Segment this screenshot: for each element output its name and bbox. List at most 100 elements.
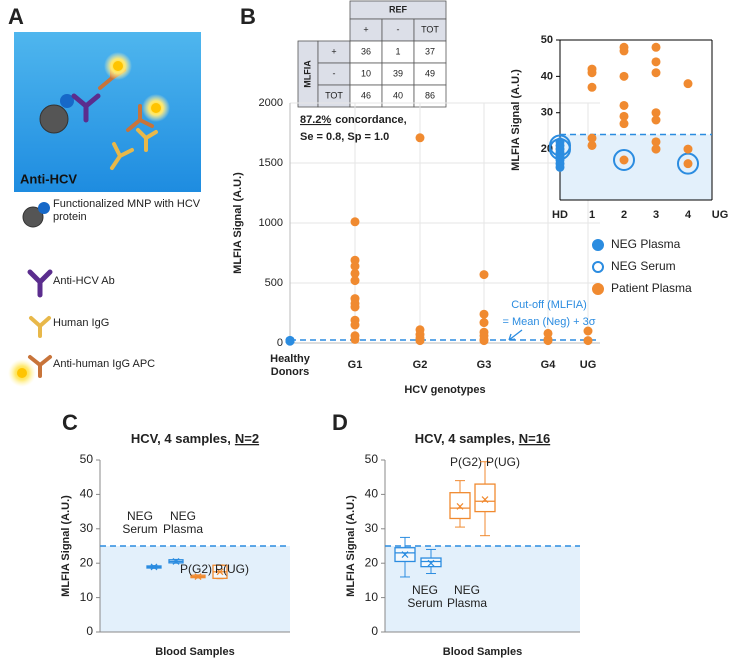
below-cutoff-region: [385, 546, 580, 632]
y-axis-label: MLFIA Signal (A.U.): [232, 172, 244, 274]
table-row-header: +: [331, 46, 336, 56]
chart-title-text: HCV, 4 samples,: [131, 431, 231, 446]
box-label-box: P(UG): [486, 456, 520, 469]
point: [587, 82, 597, 92]
point: [651, 115, 661, 125]
point: [415, 336, 425, 346]
legend-text: Anti-human IgG APC: [53, 358, 156, 370]
below-cutoff-region: [100, 546, 290, 632]
x-tick-label: UG: [712, 209, 729, 221]
chart-title-n: N=2: [235, 431, 259, 446]
chart-title-n: N=16: [519, 431, 550, 446]
x-tick-label: UG: [580, 359, 597, 371]
y-tick-label: 0: [86, 624, 93, 638]
table-value: 1: [395, 46, 400, 56]
table-value: 49: [425, 68, 435, 78]
point: [415, 133, 425, 143]
legend-text-box: Anti-human IgG APC: [53, 358, 156, 370]
box: [474, 483, 496, 513]
point: [587, 140, 597, 150]
x-tick-label: 4: [685, 209, 692, 221]
y-tick-label: 10: [80, 590, 94, 604]
point: [619, 46, 629, 56]
box-label: P(UG): [486, 456, 520, 469]
y-tick-label: 1500: [259, 157, 283, 169]
point: [479, 309, 489, 319]
panel-label: A: [8, 4, 24, 29]
legend-label: NEG Serum: [611, 259, 676, 273]
mean-marker: [216, 568, 224, 576]
legend-marker: [592, 283, 604, 295]
table-value: 36: [361, 46, 371, 56]
x-tick-label: G1: [348, 359, 363, 371]
point: [651, 68, 661, 78]
legend-text-box: Functionalized MNP with HCV protein: [53, 198, 200, 223]
y-tick-label: 10: [365, 590, 379, 604]
y-tick-label: 30: [365, 521, 379, 535]
y-tick-label: 2000: [259, 97, 283, 109]
x-tick-label-box: Healthy Donors: [270, 353, 310, 378]
y-tick-label: 0: [277, 337, 283, 349]
chart-title: HCV, 4 samples, N=16: [415, 431, 550, 446]
y-tick-label: 1000: [259, 217, 283, 229]
open-marker: [613, 149, 635, 171]
legend-text-box: Anti-HCV Ab: [53, 275, 115, 287]
point: [479, 336, 489, 346]
mean-marker: [172, 558, 180, 565]
point: [587, 68, 597, 78]
point: [479, 270, 489, 280]
x-tick-label: HD: [552, 209, 568, 221]
annotation: 87.2% concordance,: [300, 114, 407, 126]
table-row-header: TOT: [325, 90, 343, 100]
table-column-header: TOT: [421, 24, 439, 34]
point: [683, 159, 693, 169]
y-tick-label: 40: [541, 70, 553, 82]
point: [543, 336, 553, 346]
box: [420, 557, 442, 568]
point: [350, 334, 360, 344]
box-label-box: NEG Plasma: [162, 510, 203, 536]
mean-marker: [456, 503, 464, 510]
table-value: 40: [393, 90, 403, 100]
chart-title-text: HCV, 4 samples,: [415, 431, 515, 446]
table-value: 37: [425, 46, 435, 56]
box-label: P(G2): [449, 456, 482, 469]
chart-title: HCV, 4 samples, N=2: [131, 431, 259, 446]
y-axis-label: MLFIA Signal (A.U.): [510, 69, 522, 171]
x-axis-label: HCV genotypes: [404, 384, 485, 396]
mean-marker: [427, 559, 435, 567]
point: [350, 276, 360, 286]
y-axis-label: MLFIA Signal (A.U.): [60, 495, 72, 597]
x-tick-label: G3: [477, 359, 492, 371]
table-column-header: -: [397, 24, 400, 34]
annotation: Cut-off (MLFIA): [511, 299, 587, 311]
y-tick-label: 20: [365, 555, 379, 569]
annotation-text: concordance,: [335, 114, 407, 126]
point: [651, 42, 661, 52]
y-tick-label: 50: [541, 34, 553, 46]
point: [683, 79, 693, 89]
table-cell: [413, 84, 447, 108]
open-marker: [677, 152, 699, 175]
x-axis-label: Blood Samples: [443, 646, 522, 658]
schematic-label: Anti-HCV: [20, 171, 77, 186]
y-tick-label: 30: [80, 521, 94, 535]
legend-label: NEG Plasma: [611, 237, 681, 251]
box-label-box: NEG Serum: [407, 584, 443, 610]
table-value: 39: [393, 68, 403, 78]
table-group-header: MLFIA: [302, 60, 312, 88]
point: [683, 144, 693, 154]
point: [651, 144, 661, 154]
point: [350, 217, 360, 227]
box-label: NEG Plasma: [446, 584, 487, 610]
legend-label: Patient Plasma: [611, 281, 692, 295]
mean-marker: [194, 573, 202, 581]
panel-label: B: [240, 4, 256, 29]
open-marker: [549, 138, 571, 161]
box-label: NEG Serum: [407, 584, 443, 610]
y-tick-label: 40: [365, 487, 379, 501]
box-label: NEG Plasma: [162, 510, 203, 536]
point: [350, 320, 360, 330]
box-label: P(UG): [215, 563, 249, 576]
table-group-header: REF: [389, 4, 408, 14]
